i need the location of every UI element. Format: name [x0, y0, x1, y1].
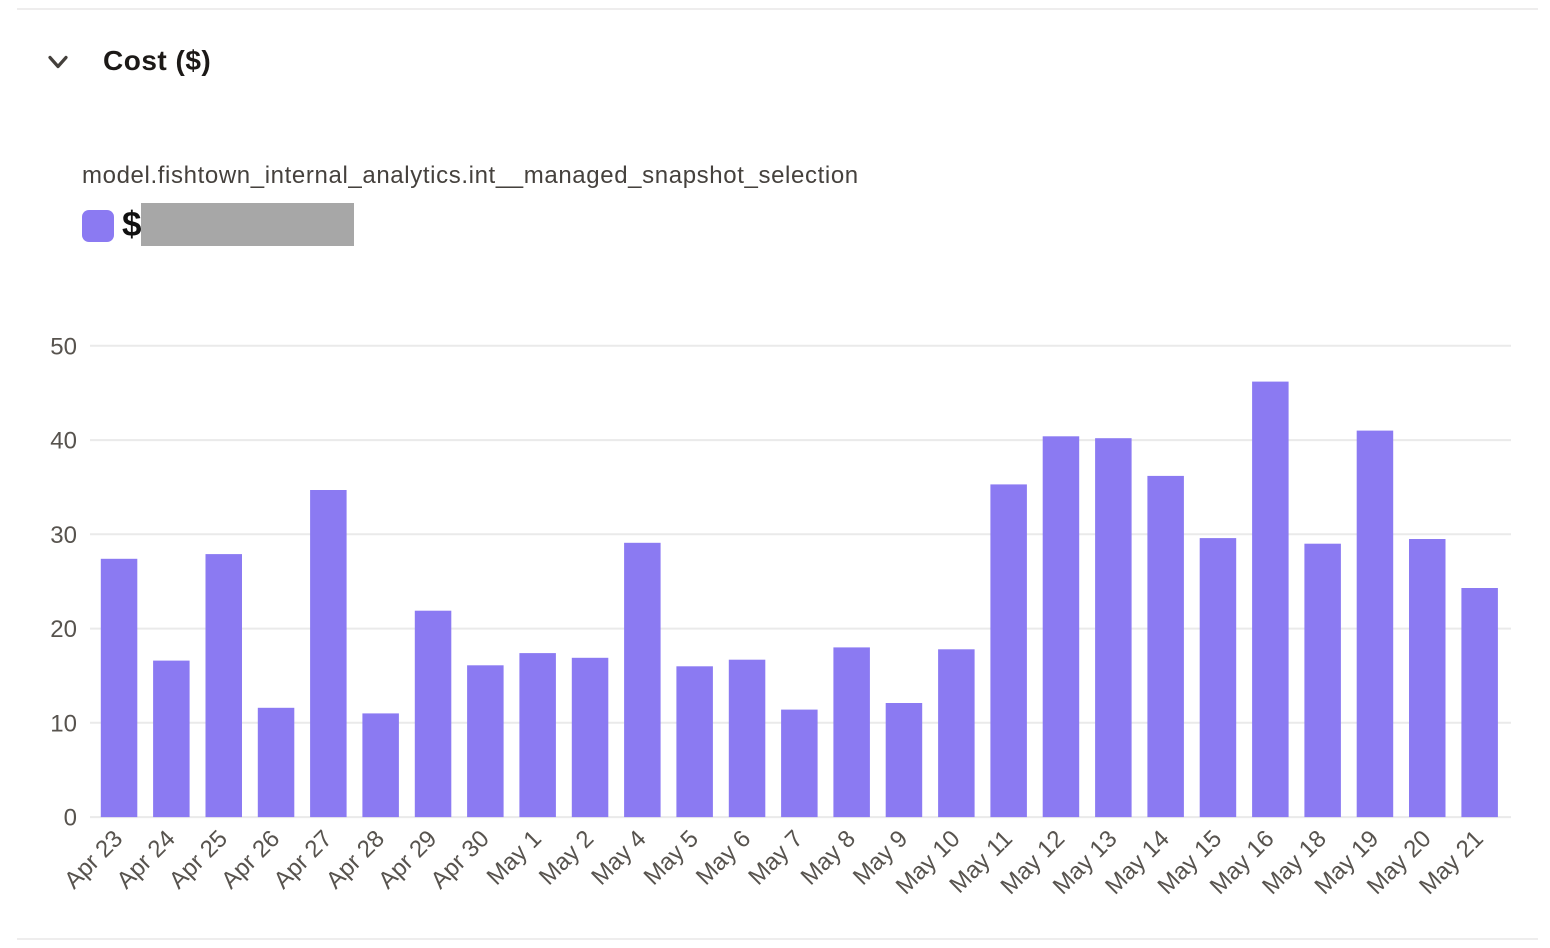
svg-text:Apr 23: Apr 23: [59, 825, 128, 894]
svg-text:Apr 30: Apr 30: [426, 825, 495, 894]
svg-text:Apr 28: Apr 28: [321, 825, 390, 894]
svg-text:30: 30: [50, 522, 77, 549]
svg-text:May 4: May 4: [586, 825, 651, 890]
svg-text:May 2: May 2: [534, 825, 599, 890]
svg-text:20: 20: [50, 616, 77, 643]
svg-text:10: 10: [50, 710, 77, 737]
svg-text:May 5: May 5: [639, 825, 704, 890]
svg-text:May 7: May 7: [743, 825, 808, 890]
svg-text:50: 50: [50, 333, 77, 360]
svg-text:Apr 27: Apr 27: [269, 825, 338, 894]
svg-text:Apr 24: Apr 24: [112, 825, 181, 894]
svg-text:Apr 26: Apr 26: [216, 825, 285, 894]
svg-text:0: 0: [64, 805, 77, 832]
svg-text:Apr 29: Apr 29: [373, 825, 442, 894]
svg-text:May 1: May 1: [482, 825, 547, 890]
svg-text:40: 40: [50, 428, 77, 455]
svg-text:May 6: May 6: [691, 825, 756, 890]
svg-text:Apr 25: Apr 25: [164, 825, 233, 894]
svg-text:May 8: May 8: [796, 825, 861, 890]
